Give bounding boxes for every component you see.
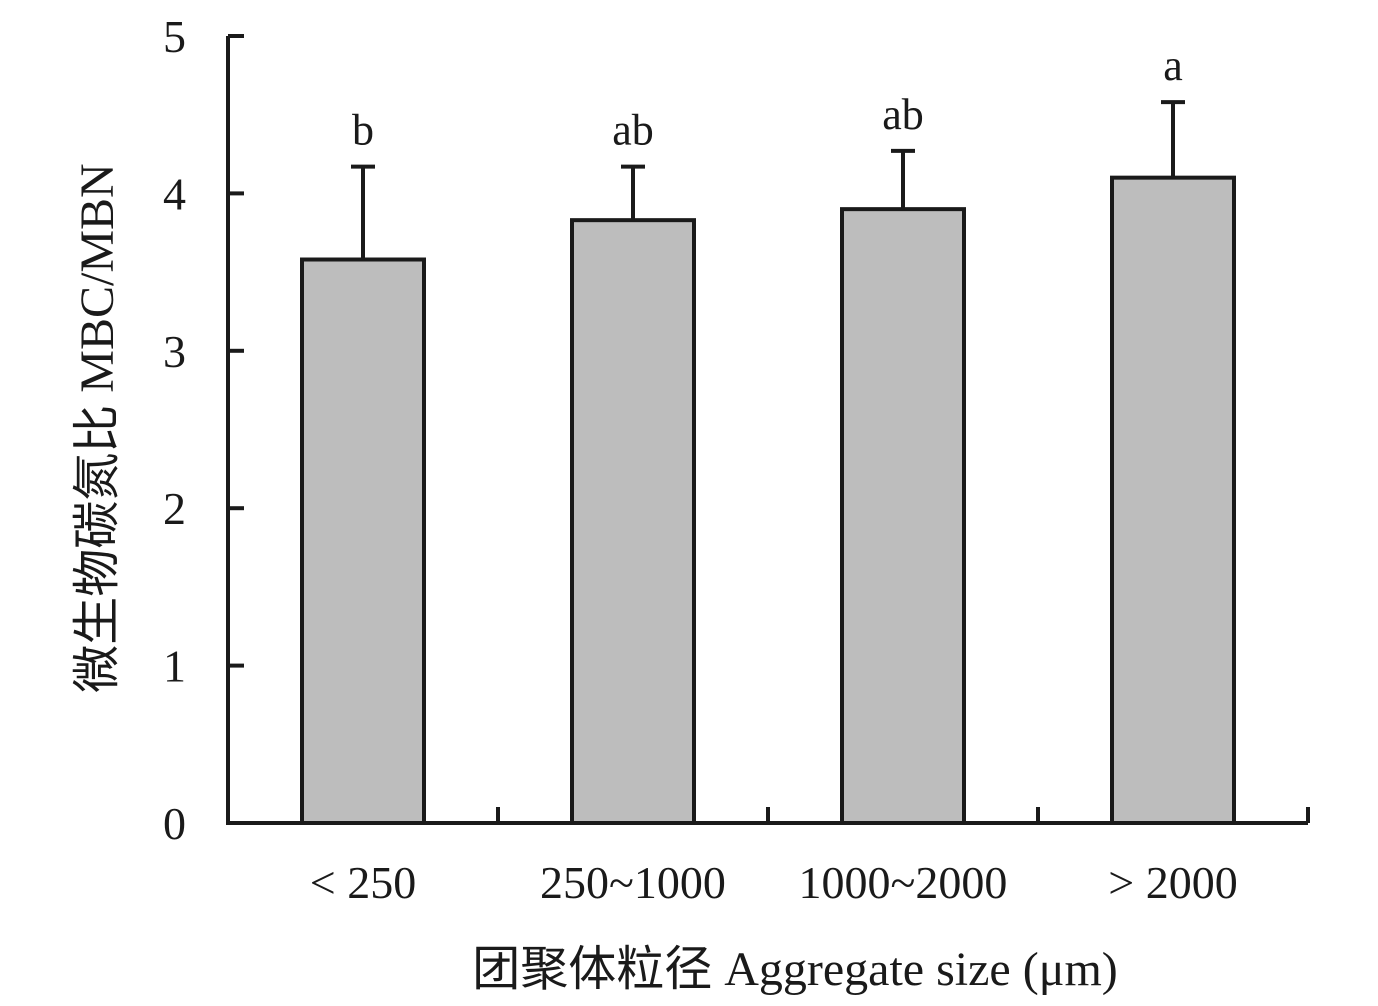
x-tick-label: 250~1000 [540, 857, 726, 908]
bar [1110, 175, 1236, 826]
axes-layer [226, 34, 1310, 825]
bar [300, 257, 426, 825]
labels-layer: 0 1 2 3 4 5 b < 250 ab 250~1000 ab 1000~2000 a > 2000 [163, 11, 1238, 908]
x-axis-title: 团聚体粒径 Aggregate size (μm) [472, 943, 1118, 996]
y-tick-label: 5 [163, 11, 186, 62]
x-tick-label: < 250 [310, 857, 416, 908]
x-tick-label: 1000~2000 [799, 857, 1008, 908]
bars-layer [300, 100, 1236, 826]
y-tick-label: 0 [163, 798, 186, 849]
significance-label: ab [882, 90, 924, 139]
y-tick-label: 1 [163, 641, 186, 692]
x-tick-label: > 2000 [1108, 857, 1237, 908]
bar [840, 207, 966, 825]
significance-label: a [1163, 41, 1183, 90]
significance-label: b [352, 106, 374, 155]
y-axis-title: 微生物碳氮比 MBC/MBN [71, 163, 124, 692]
significance-label: ab [612, 106, 654, 155]
y-tick-label: 2 [163, 483, 186, 534]
y-tick-label: 4 [163, 168, 186, 219]
bar [570, 218, 696, 825]
y-tick-label: 3 [163, 326, 186, 377]
